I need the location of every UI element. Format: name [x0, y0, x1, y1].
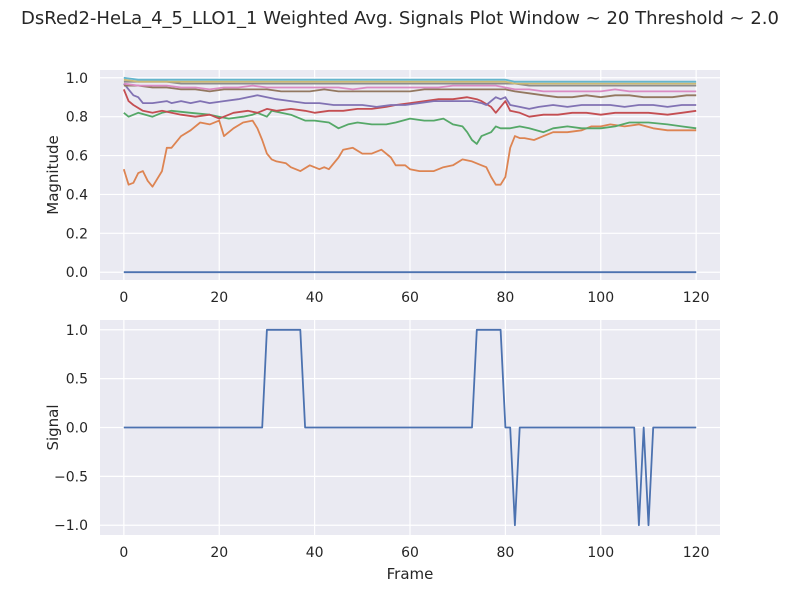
x-tick-label: 0	[119, 545, 128, 561]
y-tick-label: −1.0	[54, 518, 88, 534]
y-tick-label: −0.5	[54, 469, 88, 485]
x-tick-label: 60	[401, 290, 419, 306]
x-tick-label: 80	[496, 290, 514, 306]
chart-panel-1: 0 20 40 60 80 100 120 −1.0 −0.5 0.0 0.5 1.0 Signal Fr…	[44, 320, 720, 583]
y-tick-label: 1.0	[66, 323, 88, 339]
series-line-4	[123, 83, 697, 110]
series-line-0	[123, 328, 697, 527]
y-tick-label: 0.2	[66, 226, 88, 242]
x-axis-label: Frame	[387, 565, 434, 583]
y-tick-label: 0.8	[66, 110, 88, 126]
series-line-5	[123, 84, 697, 99]
x-tick-label: 20	[210, 290, 228, 306]
x-tick-label: 40	[306, 545, 324, 561]
x-tick-label: 20	[210, 545, 228, 561]
x-tick-label: 40	[306, 290, 324, 306]
y-tick-label: 0.0	[66, 421, 88, 437]
y-axis-label: Magnitude	[44, 135, 62, 214]
x-tick-label: 120	[683, 545, 710, 561]
x-tick-label: 60	[401, 545, 419, 561]
y-tick-label: 1.0	[66, 71, 88, 87]
series-line-2	[123, 109, 697, 145]
series-line-9	[123, 76, 697, 83]
series-line-6	[123, 82, 697, 93]
chart-panel-0: 0 20 40 60 80 100 120 0.0 0.2 0.4 0.6 0.8 1.0 Magnitu…	[44, 70, 720, 306]
x-tick-label: 120	[683, 290, 710, 306]
series-line-8	[123, 78, 697, 85]
x-tick-label: 100	[587, 290, 614, 306]
figure-title: DsRed2-HeLa_4_5_LLO1_1 Weighted Avg. Sig…	[21, 8, 779, 29]
x-tick-label: 0	[119, 290, 128, 306]
y-tick-label: 0.4	[66, 187, 88, 203]
series-line-7	[123, 80, 697, 87]
y-tick-label: 0.6	[66, 149, 88, 165]
x-tick-label: 80	[496, 545, 514, 561]
series-line-1	[122, 119, 697, 188]
y-tick-label: 0.0	[66, 265, 88, 281]
series-line-3	[122, 89, 697, 120]
y-axis-label: Signal	[44, 404, 62, 450]
y-tick-label: 0.5	[66, 372, 88, 388]
x-tick-label: 100	[587, 545, 614, 561]
